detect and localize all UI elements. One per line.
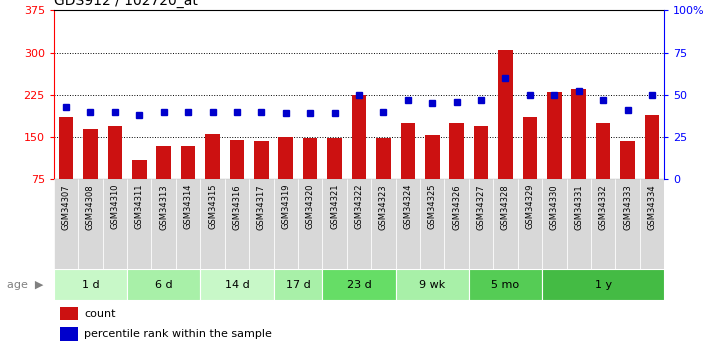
Bar xyxy=(596,123,610,179)
Text: GDS912 / 102720_at: GDS912 / 102720_at xyxy=(54,0,197,8)
Text: 17 d: 17 d xyxy=(286,280,310,289)
Text: GSM34326: GSM34326 xyxy=(452,184,461,229)
Bar xyxy=(230,140,244,179)
Bar xyxy=(615,179,640,269)
Bar xyxy=(420,179,444,269)
Bar xyxy=(444,179,469,269)
Bar xyxy=(572,89,586,179)
Text: GSM34330: GSM34330 xyxy=(550,184,559,229)
Bar xyxy=(205,134,220,179)
Bar xyxy=(493,179,518,269)
Bar xyxy=(83,129,98,179)
Bar xyxy=(469,269,542,300)
Bar xyxy=(640,179,664,269)
Bar xyxy=(127,179,151,269)
Bar xyxy=(157,146,171,179)
Text: GSM34329: GSM34329 xyxy=(526,184,534,229)
Text: GSM34315: GSM34315 xyxy=(208,184,217,229)
Text: GSM34308: GSM34308 xyxy=(86,184,95,229)
Text: count: count xyxy=(85,309,116,318)
Text: GSM34314: GSM34314 xyxy=(184,184,192,229)
Bar xyxy=(401,123,415,179)
Bar xyxy=(620,141,635,179)
Bar xyxy=(591,179,615,269)
Text: GSM34322: GSM34322 xyxy=(355,184,363,229)
Bar xyxy=(474,126,488,179)
Text: GSM34327: GSM34327 xyxy=(477,184,485,229)
Bar xyxy=(645,115,659,179)
Bar xyxy=(59,117,73,179)
Bar xyxy=(279,137,293,179)
Bar xyxy=(396,179,420,269)
Bar xyxy=(523,117,537,179)
Bar xyxy=(132,160,146,179)
Bar xyxy=(60,307,78,320)
Bar xyxy=(200,269,274,300)
Text: GSM34325: GSM34325 xyxy=(428,184,437,229)
Text: GSM34311: GSM34311 xyxy=(135,184,144,229)
Bar xyxy=(542,179,567,269)
Bar xyxy=(225,179,249,269)
Bar xyxy=(108,126,122,179)
Bar xyxy=(469,179,493,269)
Bar xyxy=(176,179,200,269)
Bar xyxy=(181,146,195,179)
Bar xyxy=(249,179,274,269)
Bar xyxy=(547,92,561,179)
Bar xyxy=(396,269,469,300)
Bar xyxy=(327,138,342,179)
Bar xyxy=(303,138,317,179)
Text: GSM34332: GSM34332 xyxy=(599,184,607,229)
Bar xyxy=(376,138,391,179)
Text: GSM34323: GSM34323 xyxy=(379,184,388,229)
Text: GSM34328: GSM34328 xyxy=(501,184,510,229)
Bar xyxy=(60,327,78,341)
Text: GSM34316: GSM34316 xyxy=(233,184,241,229)
Bar xyxy=(298,179,322,269)
Bar xyxy=(567,179,591,269)
Text: percentile rank within the sample: percentile rank within the sample xyxy=(85,329,272,339)
Text: GSM34310: GSM34310 xyxy=(111,184,119,229)
Bar xyxy=(542,269,664,300)
Bar xyxy=(78,179,103,269)
Text: age  ▶: age ▶ xyxy=(7,280,44,289)
Text: 1 y: 1 y xyxy=(595,280,612,289)
Bar xyxy=(274,179,298,269)
Bar xyxy=(449,123,464,179)
Text: GSM34307: GSM34307 xyxy=(62,184,70,229)
Text: GSM34331: GSM34331 xyxy=(574,184,583,229)
Bar xyxy=(151,179,176,269)
Bar xyxy=(347,179,371,269)
Bar xyxy=(54,179,78,269)
Bar xyxy=(322,179,347,269)
Bar xyxy=(274,269,322,300)
Bar xyxy=(518,179,542,269)
Bar xyxy=(498,50,513,179)
Text: GSM34317: GSM34317 xyxy=(257,184,266,229)
Text: GSM34320: GSM34320 xyxy=(306,184,314,229)
Bar xyxy=(371,179,396,269)
Text: 14 d: 14 d xyxy=(225,280,249,289)
Text: 6 d: 6 d xyxy=(155,280,172,289)
Text: GSM34321: GSM34321 xyxy=(330,184,339,229)
Bar xyxy=(322,269,396,300)
Text: GSM34334: GSM34334 xyxy=(648,184,656,229)
Bar xyxy=(54,269,127,300)
Bar xyxy=(127,269,200,300)
Text: GSM34324: GSM34324 xyxy=(404,184,412,229)
Text: GSM34333: GSM34333 xyxy=(623,184,632,230)
Text: GSM34319: GSM34319 xyxy=(281,184,290,229)
Bar xyxy=(103,179,127,269)
Bar xyxy=(352,95,366,179)
Text: GSM34313: GSM34313 xyxy=(159,184,168,229)
Bar xyxy=(425,136,439,179)
Text: 5 mo: 5 mo xyxy=(491,280,520,289)
Bar xyxy=(200,179,225,269)
Text: 23 d: 23 d xyxy=(347,280,371,289)
Bar xyxy=(254,141,269,179)
Text: 9 wk: 9 wk xyxy=(419,280,445,289)
Text: 1 d: 1 d xyxy=(82,280,99,289)
